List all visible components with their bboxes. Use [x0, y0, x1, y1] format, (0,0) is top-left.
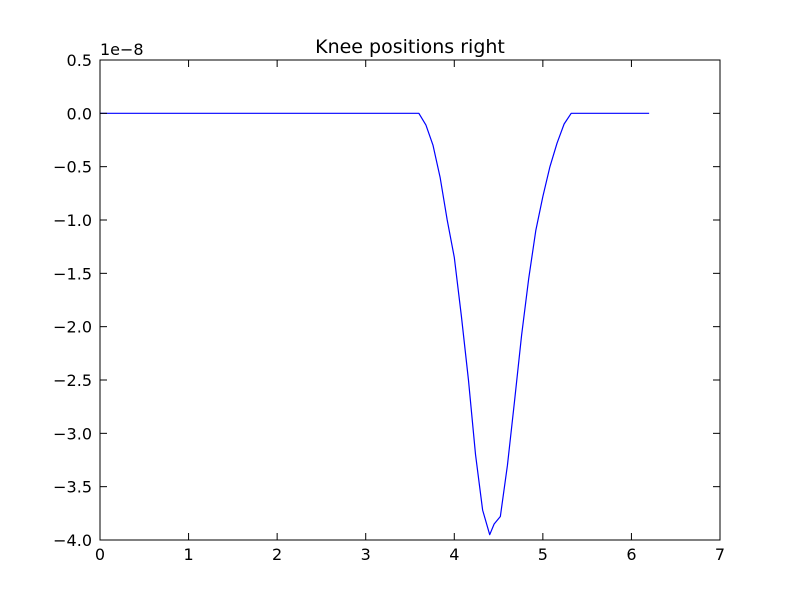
y-tick-label: 0.0: [67, 104, 92, 123]
y-axis-offset-label: 1e−8: [100, 40, 144, 59]
y-tick-label: −3.5: [53, 478, 92, 497]
x-tick-label: 1: [183, 545, 193, 564]
y-axis-ticks: 0.5 0.0 −0.5 −1.0 −1.5 −2.0 −2.5 −3.0 −3.5 −4.0: [53, 51, 720, 550]
x-tick-label: 7: [715, 545, 725, 564]
x-tick-label: 2: [272, 545, 282, 564]
y-tick-label: −1.0: [53, 211, 92, 230]
axes: [99, 59, 721, 541]
y-tick-label: 0.5: [67, 51, 92, 70]
x-tick-label: 6: [626, 545, 636, 564]
y-tick-label: −0.5: [53, 158, 92, 177]
x-axis-ticks: 0 1 2 3 4 5 6 7: [95, 60, 725, 564]
y-tick-label: −1.5: [53, 264, 92, 283]
x-tick-label: 4: [449, 545, 459, 564]
y-tick-label: −4.0: [53, 531, 92, 550]
x-tick-label: 0: [95, 545, 105, 564]
series-line-0: [100, 112, 650, 536]
y-tick-label: −3.0: [53, 424, 92, 443]
x-tick-label: 3: [361, 545, 371, 564]
y-tick-label: −2.5: [53, 371, 92, 390]
chart-title: Knee positions right: [315, 36, 505, 58]
axes-frame: [99, 59, 721, 541]
plot-area: [100, 112, 650, 536]
y-tick-label: −2.0: [53, 318, 92, 337]
x-tick-label: 5: [538, 545, 548, 564]
